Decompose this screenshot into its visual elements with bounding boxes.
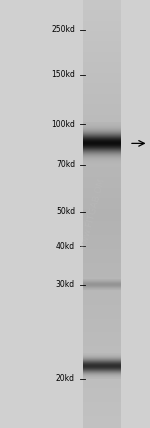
Text: 150kd: 150kd — [51, 70, 75, 80]
Text: 100kd: 100kd — [51, 119, 75, 129]
Text: 70kd: 70kd — [56, 160, 75, 169]
Text: 30kd: 30kd — [56, 280, 75, 289]
Text: www.FITGAB.OM: www.FITGAB.OM — [79, 177, 107, 251]
Text: 50kd: 50kd — [56, 207, 75, 217]
Text: 40kd: 40kd — [56, 241, 75, 251]
Text: 250kd: 250kd — [51, 25, 75, 35]
Text: 20kd: 20kd — [56, 374, 75, 383]
